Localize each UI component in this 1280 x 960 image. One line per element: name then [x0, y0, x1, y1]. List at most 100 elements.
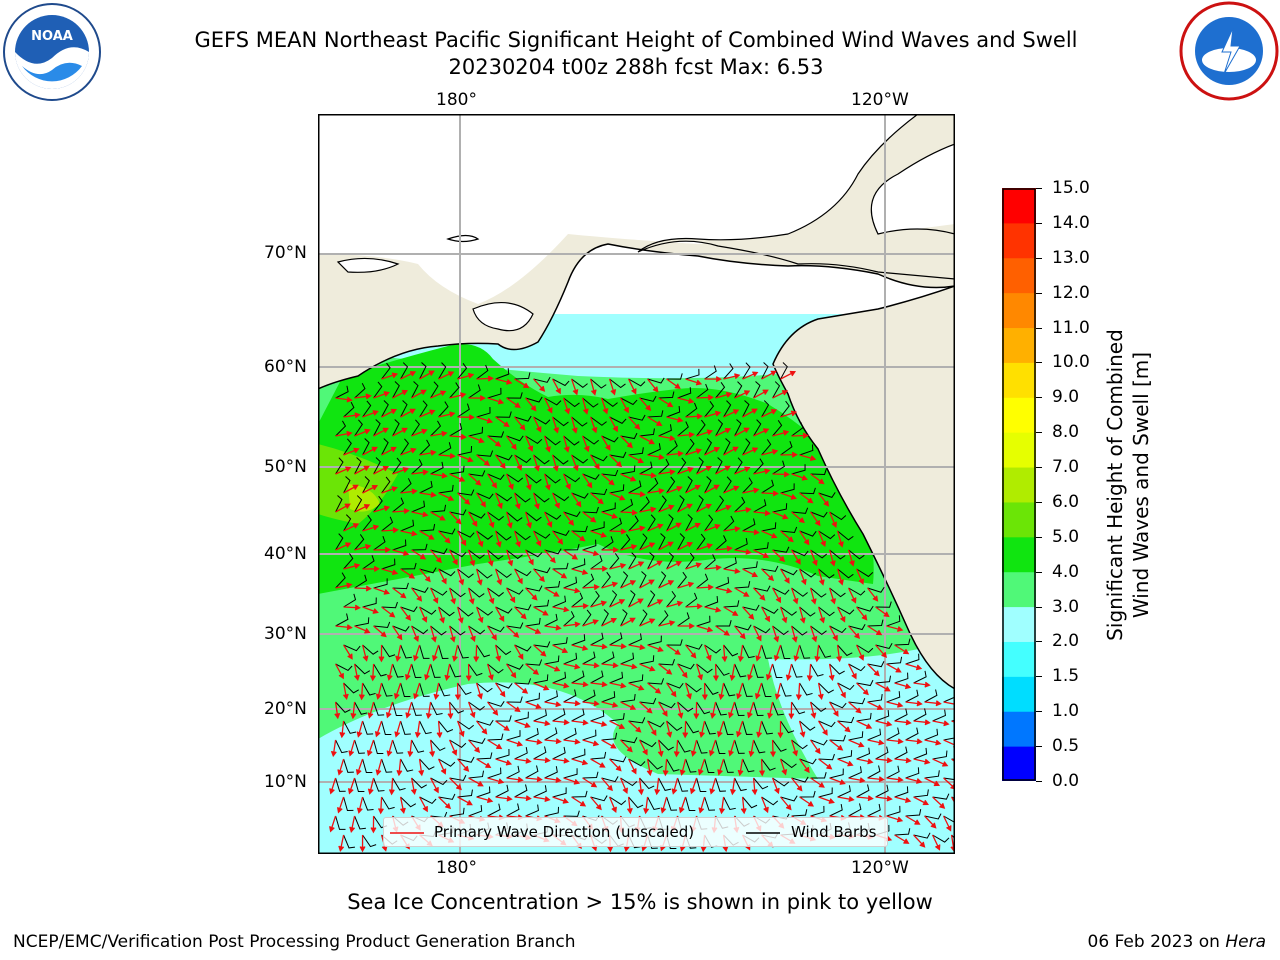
wave-direction-arrow — [343, 523, 360, 532]
wave-direction-arrow — [354, 504, 371, 513]
wave-direction-arrow — [713, 663, 719, 682]
wave-direction-arrow — [647, 682, 662, 694]
wind-barb — [571, 416, 588, 427]
wave-direction-arrow — [430, 390, 447, 399]
wave-direction-arrow — [628, 682, 645, 691]
wind-barb — [609, 713, 625, 722]
wave-direction-arrow — [848, 625, 861, 640]
wind-barb — [856, 644, 874, 653]
wave-direction-arrow — [533, 796, 551, 802]
wave-direction-arrow — [449, 473, 466, 482]
wave-direction-arrow — [438, 453, 456, 459]
wave-direction-arrow — [620, 544, 638, 551]
wind-barb — [438, 484, 454, 494]
wind-barb — [761, 720, 773, 735]
wind-barb — [913, 708, 927, 722]
wave-direction-arrow — [780, 410, 798, 418]
wind-barb — [525, 396, 543, 403]
wave-direction-arrow — [905, 663, 923, 671]
wind-barb — [525, 473, 542, 484]
wind-barb — [571, 790, 588, 798]
wave-direction-arrow — [600, 397, 609, 415]
wave-direction-arrow — [582, 700, 600, 707]
wind-barb — [506, 765, 520, 779]
wind-barb — [419, 439, 431, 456]
wave-direction-arrow — [723, 409, 740, 418]
wave-direction-arrow — [728, 739, 736, 757]
wave-direction-arrow — [810, 739, 821, 755]
wave-direction-arrow — [886, 663, 902, 673]
wind-barb — [362, 682, 376, 696]
wave-direction-arrow — [875, 720, 893, 727]
wave-direction-arrow — [438, 411, 456, 418]
wind-barb — [552, 708, 566, 722]
wind-barb — [875, 784, 889, 798]
colorbar-tick-label: 1.0 — [1052, 701, 1080, 722]
wave-direction-arrow — [551, 454, 559, 472]
wave-direction-arrow — [905, 700, 923, 707]
wind-barb — [875, 746, 889, 760]
wave-direction-arrow — [790, 739, 799, 757]
wave-direction-arrow — [343, 447, 360, 456]
wind-barb — [449, 807, 465, 817]
wind-barb — [419, 400, 428, 418]
colorbar-tick-label: 10.0 — [1052, 352, 1090, 373]
wind-barb — [476, 682, 493, 693]
colorbar-label: Significant Height of Combined Wind Wave… — [1103, 329, 1153, 641]
colorbar-segment — [1002, 327, 1036, 363]
wave-direction-arrow — [799, 530, 810, 546]
wave-direction-arrow — [438, 530, 451, 544]
wind-barb — [658, 571, 667, 589]
wind-barb — [354, 534, 365, 551]
svg-text:NOAA: NOAA — [31, 29, 73, 44]
wave-direction-arrow — [809, 587, 817, 605]
wave-direction-arrow — [495, 758, 513, 766]
wave-direction-arrow — [905, 738, 923, 745]
wind-barb — [601, 776, 619, 783]
wave-direction-arrow — [837, 796, 855, 803]
wind-barb — [373, 621, 391, 629]
wave-direction-arrow — [400, 606, 411, 621]
wind-barb — [362, 555, 375, 570]
wave-direction-arrow — [514, 644, 524, 660]
wind-barb — [666, 639, 683, 646]
wave-direction-arrow — [413, 644, 421, 662]
wind-barb — [639, 609, 648, 627]
colorbar-segment — [1002, 711, 1036, 747]
wind-barb — [582, 573, 595, 589]
wave-direction-arrow — [856, 682, 869, 696]
wind-barb — [552, 746, 566, 760]
wind-barb — [791, 663, 803, 678]
wave-direction-arrow — [465, 663, 472, 682]
wave-direction-arrow — [375, 758, 383, 776]
wave-direction-arrow — [715, 465, 731, 475]
wind-barb — [696, 383, 709, 399]
wind-barb — [628, 552, 637, 570]
wave-direction-arrow — [354, 585, 372, 592]
wave-direction-arrow — [563, 777, 581, 785]
wind-barb — [799, 682, 813, 696]
colorbar-tick-label: 0.5 — [1052, 736, 1080, 757]
wind-barb — [381, 601, 398, 609]
wind-barb — [362, 438, 370, 456]
wave-direction-arrow — [875, 795, 893, 802]
wave-direction-arrow — [506, 739, 524, 747]
wind-barb — [609, 796, 627, 806]
wind-barb — [799, 568, 817, 578]
wave-direction-arrow — [931, 834, 941, 851]
wind-barb — [533, 530, 551, 539]
wind-barb — [734, 581, 751, 589]
wave-direction-arrow — [405, 701, 413, 719]
wind-barb — [590, 488, 608, 496]
wind-barb — [677, 533, 685, 551]
wave-direction-arrow — [734, 625, 746, 640]
wave-direction-arrow — [678, 796, 687, 814]
wind-barb — [924, 813, 942, 820]
wind-barb — [601, 732, 618, 741]
wind-barb — [506, 473, 524, 483]
wind-barb — [381, 682, 393, 697]
wave-direction-arrow — [780, 568, 790, 584]
wind-barb — [620, 465, 636, 475]
wind-barb — [449, 701, 465, 714]
map-frame — [318, 114, 955, 854]
